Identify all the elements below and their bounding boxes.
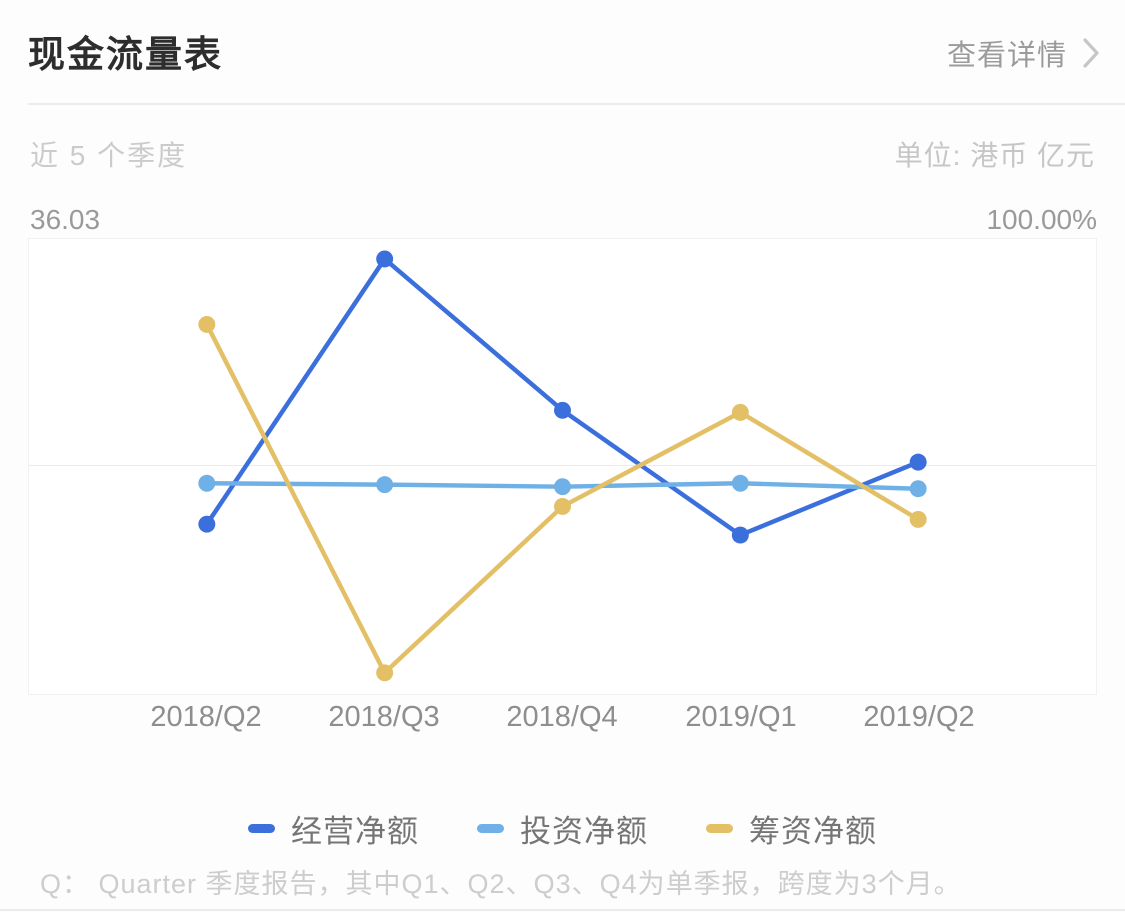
bottom-divider	[0, 909, 1125, 911]
legend-item-financing[interactable]: 筹资净额	[706, 806, 877, 851]
left-axis-tick-max: 36.03	[30, 204, 101, 235]
legend-label: 投资净额	[520, 814, 648, 849]
legend-label: 筹资净额	[749, 814, 877, 849]
legend-dash-icon	[248, 824, 275, 833]
legend-dash-icon	[477, 824, 504, 833]
chart-legend: 经营净额 投资净额 筹资净额	[0, 806, 1125, 851]
period-label: 近 5 个季度	[30, 140, 188, 171]
x-axis-label: 2019/Q1	[685, 701, 797, 733]
x-axis-label: 2018/Q2	[150, 701, 262, 733]
view-details-link[interactable]: 查看详情	[947, 32, 1099, 74]
quarter-footnote: Q： Quarter 季度报告，其中Q1、Q2、Q3、Q4为单季报，跨度为3个月…	[40, 869, 962, 899]
view-details-label: 查看详情	[946, 40, 1067, 72]
gridline-middle	[29, 465, 1096, 466]
legend-dash-icon	[706, 824, 733, 833]
cashflow-line-chart[interactable]	[28, 238, 1097, 695]
x-axis-label: 2019/Q2	[863, 701, 975, 733]
legend-item-operating[interactable]: 经营净额	[248, 806, 419, 851]
header-divider	[28, 103, 1125, 105]
right-axis-tick-max: 100.00%	[986, 204, 1097, 235]
unit-label: 单位: 港币 亿元	[894, 140, 1095, 171]
chevron-right-icon	[1083, 38, 1099, 68]
legend-label: 经营净额	[291, 814, 419, 849]
chart-canvas	[198, 250, 927, 682]
page-title: 现金流量表	[28, 34, 223, 75]
legend-item-investing[interactable]: 投资净额	[477, 806, 648, 851]
x-axis-label: 2018/Q4	[506, 701, 618, 733]
x-axis-label: 2018/Q3	[328, 701, 440, 733]
